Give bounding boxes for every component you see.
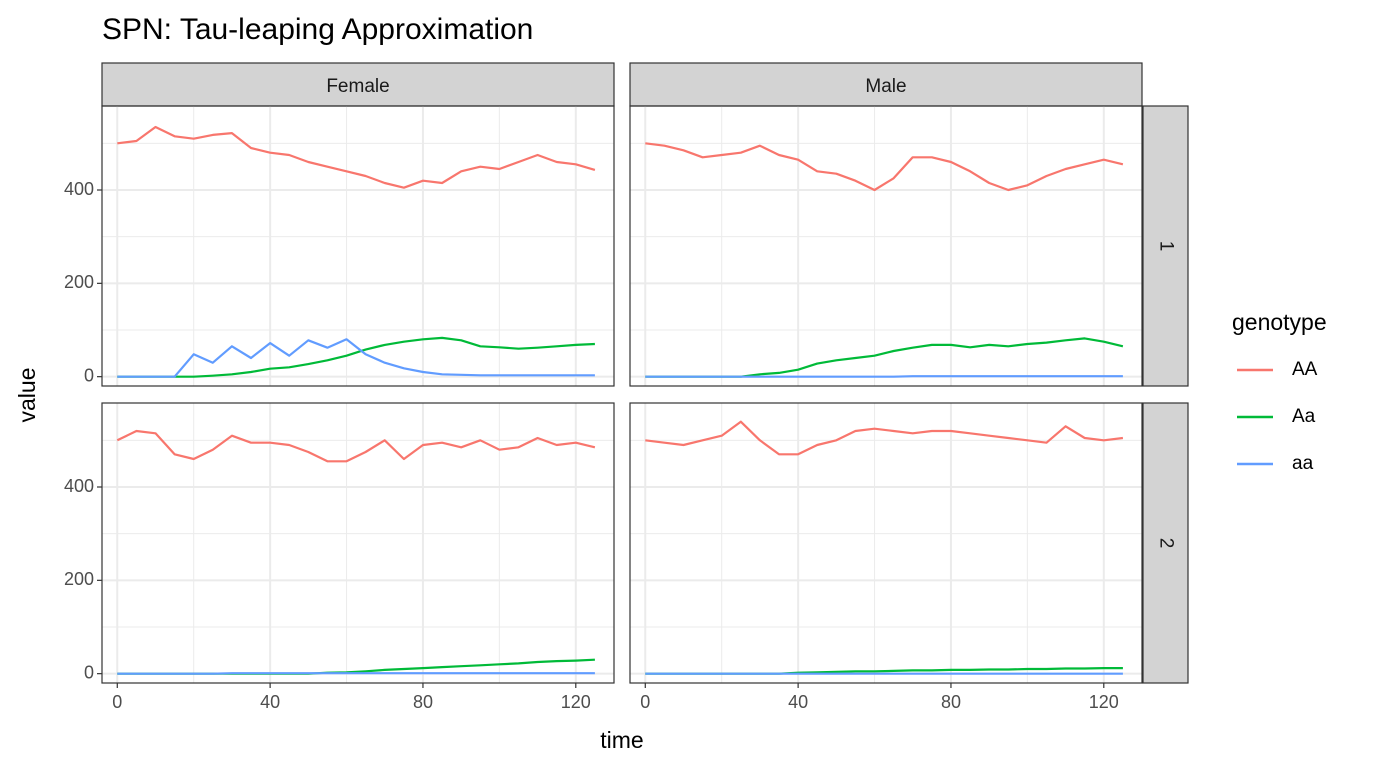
y-tick-label: 400 (64, 179, 94, 199)
x-tick-label: 40 (260, 692, 280, 712)
facet-row-strip-1 (1142, 105, 1189, 387)
legend-label-aa: Aa (1292, 406, 1316, 427)
series-line-aa (117, 125, 596, 189)
x-tick-label: 0 (640, 692, 650, 712)
panel-female-1: 0 200 400 (64, 105, 615, 387)
y-tick-label: 200 (64, 272, 94, 292)
y-tick-label: 400 (64, 476, 94, 496)
legend-label-aa: aa (1292, 453, 1314, 474)
facet-strip-female (101, 62, 615, 107)
facet-strip-label-female: Female (326, 76, 389, 97)
facet-row-strip-label-2: 2 (1155, 538, 1176, 549)
series-line-aa (645, 142, 1124, 192)
legend-title: genotype (1232, 309, 1327, 335)
x-tick-label: 120 (1089, 692, 1119, 712)
panel-male-2: 0 40 80 120 (629, 402, 1143, 712)
y-tick-label: 0 (84, 662, 94, 682)
y-tick-label: 0 (84, 365, 94, 385)
legend: genotype AA Aa aa (1232, 309, 1327, 474)
x-axis-title: time (600, 727, 643, 753)
x-tick-label: 0 (112, 692, 122, 712)
series-line-aa (645, 337, 1124, 378)
panel-female-2: 0 200 400 0 40 80 120 (64, 402, 615, 712)
facet-row-strip-label-1: 1 (1155, 241, 1176, 252)
panel-border (629, 105, 1143, 387)
series-line-aa (117, 672, 595, 675)
series-line-aa (645, 420, 1124, 456)
series-line-aa (117, 336, 595, 378)
panel-border (629, 402, 1143, 684)
y-axis-title: value (14, 368, 40, 423)
series-line-aa (117, 658, 595, 675)
x-tick-label: 40 (788, 692, 808, 712)
series-line-aa (645, 375, 1123, 378)
panel-border (101, 105, 615, 387)
facet-strip-male (629, 62, 1143, 107)
facet-row-strip-2 (1142, 402, 1189, 684)
x-tick-label: 120 (561, 692, 591, 712)
facet-strip-label-male: Male (865, 76, 906, 97)
x-tick-label: 80 (941, 692, 961, 712)
series-line-aa (117, 338, 595, 378)
chart-title: SPN: Tau-leaping Approximation (102, 13, 533, 46)
x-tick-label: 80 (413, 692, 433, 712)
legend-label-aa: AA (1292, 359, 1318, 380)
series-line-aa (116, 429, 596, 463)
y-tick-label: 200 (64, 569, 94, 589)
panel-border (101, 402, 615, 684)
panel-male-1 (629, 105, 1143, 387)
